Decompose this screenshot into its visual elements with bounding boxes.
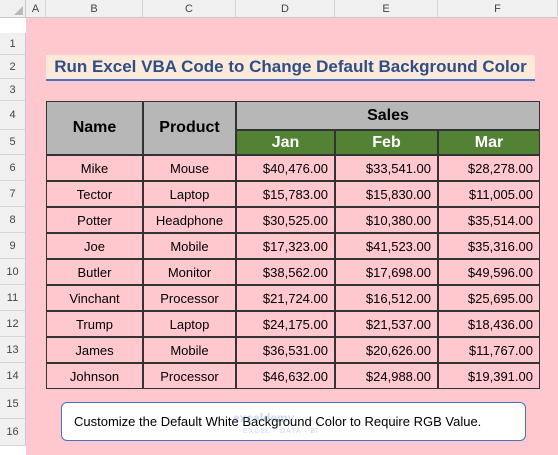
header-month-mar: Mar <box>438 130 540 155</box>
sheet-area[interactable] <box>26 18 558 455</box>
row-header-2[interactable]: 2 <box>0 55 26 79</box>
header-name: Name <box>46 101 143 155</box>
mar-sales-cell[interactable]: $18,436.00 <box>438 311 540 337</box>
row-header-13[interactable]: 13 <box>0 337 26 363</box>
product-cell[interactable]: Monitor <box>143 259 236 285</box>
product-cell[interactable]: Headphone <box>143 207 236 233</box>
jan-sales-cell[interactable]: $40,476.00 <box>236 155 335 181</box>
header-sales: Sales <box>236 101 540 130</box>
note-textbox[interactable]: Customize the Default White Background C… <box>61 402 526 441</box>
jan-sales-cell[interactable]: $38,562.00 <box>236 259 335 285</box>
feb-sales-cell[interactable]: $24,988.00 <box>335 363 438 389</box>
row-header-15[interactable]: 15 <box>0 389 26 419</box>
column-header-c[interactable]: C <box>143 0 236 18</box>
feb-sales-cell[interactable]: $16,512.00 <box>335 285 438 311</box>
row-header-16[interactable]: 16 <box>0 419 26 446</box>
row-header-10[interactable]: 10 <box>0 259 26 285</box>
product-cell[interactable]: Laptop <box>143 311 236 337</box>
product-cell[interactable]: Processor <box>143 285 236 311</box>
feb-sales-cell[interactable]: $10,380.00 <box>335 207 438 233</box>
header-month-jan: Jan <box>236 130 335 155</box>
column-header-f[interactable]: F <box>438 0 558 18</box>
name-cell[interactable]: Mike <box>46 155 143 181</box>
row-header-8[interactable]: 8 <box>0 207 26 233</box>
mar-sales-cell[interactable]: $11,005.00 <box>438 181 540 207</box>
column-header-e[interactable]: E <box>335 0 438 18</box>
feb-sales-cell[interactable]: $41,523.00 <box>335 233 438 259</box>
name-cell[interactable]: Vinchant <box>46 285 143 311</box>
column-header-d[interactable]: D <box>236 0 335 18</box>
row-header-4[interactable]: 4 <box>0 101 26 130</box>
feb-sales-cell[interactable]: $15,830.00 <box>335 181 438 207</box>
header-product: Product <box>143 101 236 155</box>
mar-sales-cell[interactable]: $35,316.00 <box>438 233 540 259</box>
name-cell[interactable]: Potter <box>46 207 143 233</box>
row-header-3[interactable]: 3 <box>0 79 26 101</box>
feb-sales-cell[interactable]: $20,626.00 <box>335 337 438 363</box>
column-header-b[interactable]: B <box>46 0 143 18</box>
jan-sales-cell[interactable]: $36,531.00 <box>236 337 335 363</box>
row-header-9[interactable]: 9 <box>0 233 26 259</box>
row-header-6[interactable]: 6 <box>0 155 26 181</box>
product-cell[interactable]: Mobile <box>143 337 236 363</box>
mar-sales-cell[interactable]: $35,514.00 <box>438 207 540 233</box>
feb-sales-cell[interactable]: $33,541.00 <box>335 155 438 181</box>
product-cell[interactable]: Processor <box>143 363 236 389</box>
header-month-feb: Feb <box>335 130 438 155</box>
name-cell[interactable]: Butler <box>46 259 143 285</box>
product-cell[interactable]: Mobile <box>143 233 236 259</box>
row-header-7[interactable]: 7 <box>0 181 26 207</box>
row-header-14[interactable]: 14 <box>0 363 26 389</box>
name-cell[interactable]: Trump <box>46 311 143 337</box>
row-header-1[interactable]: 1 <box>0 33 26 55</box>
name-cell[interactable]: Joe <box>46 233 143 259</box>
column-header-a[interactable]: A <box>26 0 46 18</box>
name-cell[interactable]: Johnson <box>46 363 143 389</box>
jan-sales-cell[interactable]: $15,783.00 <box>236 181 335 207</box>
mar-sales-cell[interactable]: $49,596.00 <box>438 259 540 285</box>
mar-sales-cell[interactable]: $19,391.00 <box>438 363 540 389</box>
row-header-11[interactable]: 11 <box>0 285 26 311</box>
feb-sales-cell[interactable]: $17,698.00 <box>335 259 438 285</box>
feb-sales-cell[interactable]: $21,537.00 <box>335 311 438 337</box>
jan-sales-cell[interactable]: $17,323.00 <box>236 233 335 259</box>
select-all-button[interactable] <box>0 0 26 18</box>
jan-sales-cell[interactable]: $46,632.00 <box>236 363 335 389</box>
jan-sales-cell[interactable]: $21,724.00 <box>236 285 335 311</box>
product-cell[interactable]: Laptop <box>143 181 236 207</box>
product-cell[interactable]: Mouse <box>143 155 236 181</box>
mar-sales-cell[interactable]: $11,767.00 <box>438 337 540 363</box>
mar-sales-cell[interactable]: $25,695.00 <box>438 285 540 311</box>
jan-sales-cell[interactable]: $24,175.00 <box>236 311 335 337</box>
sheet-title: Run Excel VBA Code to Change Default Bac… <box>46 55 535 81</box>
mar-sales-cell[interactable]: $28,278.00 <box>438 155 540 181</box>
row-header-5[interactable]: 5 <box>0 130 26 155</box>
row-header-12[interactable]: 12 <box>0 311 26 337</box>
name-cell[interactable]: Tector <box>46 181 143 207</box>
jan-sales-cell[interactable]: $30,525.00 <box>236 207 335 233</box>
name-cell[interactable]: James <box>46 337 143 363</box>
